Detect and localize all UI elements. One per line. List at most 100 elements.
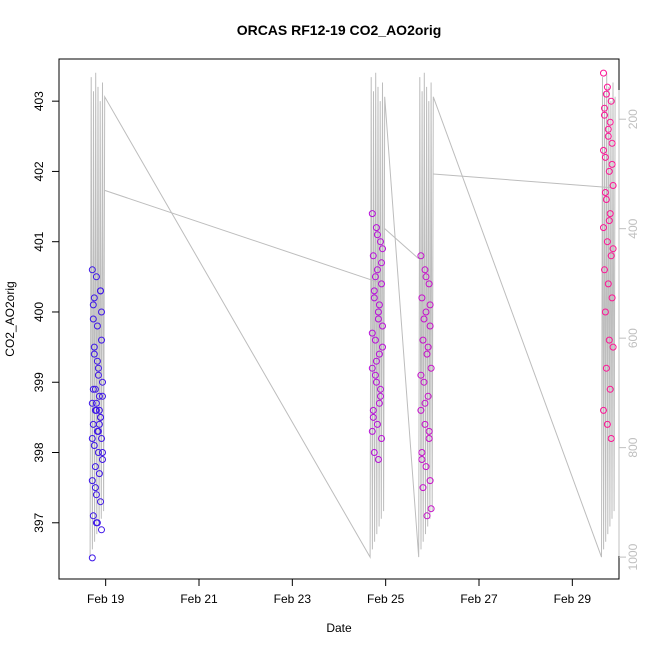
plot-frame (58, 58, 620, 580)
data-point (94, 449, 102, 456)
data-point (422, 273, 430, 281)
data-point (378, 259, 385, 267)
data-point (94, 427, 102, 435)
data-point (417, 406, 425, 414)
data-point (370, 287, 378, 295)
y-tick-label: 401 (32, 231, 46, 251)
data-point (378, 280, 385, 288)
data-point (93, 322, 101, 330)
data-point (608, 294, 616, 302)
x-tick-label: Feb 25 (367, 592, 405, 606)
data-point (425, 435, 433, 442)
data-point (368, 210, 376, 218)
data-point (605, 336, 613, 344)
data-point (91, 463, 99, 471)
data-point (99, 392, 106, 400)
data-point (601, 104, 608, 112)
pressure-lines (89, 72, 616, 559)
data-point (369, 252, 377, 260)
y-tick-label: 402 (32, 161, 46, 181)
data-point (420, 315, 428, 323)
data-point (373, 231, 381, 239)
data-point (606, 118, 614, 126)
data-point (602, 364, 610, 372)
data-point (88, 477, 96, 485)
data-point (89, 512, 97, 520)
data-point (98, 435, 105, 442)
y-tick-label: 398 (32, 442, 46, 462)
data-point (95, 406, 103, 414)
data-point (88, 399, 96, 407)
data-point (604, 280, 612, 288)
pressure-trace (89, 72, 616, 559)
plot-area (58, 58, 620, 580)
data-point (608, 139, 616, 147)
y-tick-label: 403 (32, 91, 46, 111)
data-point (368, 329, 376, 337)
data-point (98, 336, 105, 344)
data-point (426, 322, 434, 330)
data-point (92, 491, 100, 499)
data-point (607, 97, 615, 105)
data-point (421, 266, 429, 274)
data-point (89, 315, 97, 323)
data-point (371, 273, 379, 281)
pressure-ferry-leg (384, 228, 420, 260)
x-tick-label: Feb 29 (554, 592, 592, 606)
data-point (97, 498, 104, 506)
data-point (417, 252, 425, 260)
right-tick-label: 600 (626, 328, 640, 348)
data-point (373, 420, 381, 428)
data-point (99, 449, 106, 456)
data-point (600, 146, 607, 154)
data-point (379, 343, 386, 351)
data-point (94, 364, 102, 372)
data-point (370, 449, 378, 456)
data-point (608, 160, 616, 168)
data-point (426, 301, 434, 309)
data-point (98, 526, 105, 534)
data-point (89, 385, 97, 393)
right-tick-label: 200 (626, 109, 640, 129)
data-point (601, 189, 609, 196)
data-point (97, 413, 104, 421)
data-point (375, 350, 383, 358)
data-point (89, 301, 97, 309)
data-point (91, 484, 99, 492)
data-point (372, 378, 380, 386)
data-point (373, 266, 381, 274)
x-axis-label: Date (326, 621, 352, 635)
data-point (369, 413, 377, 421)
data-point (605, 217, 613, 225)
y-axis: 397 398 399 400 401 402 403 (32, 91, 60, 533)
data-point (600, 406, 607, 414)
data-point (423, 350, 431, 358)
data-point (95, 470, 103, 478)
data-point (379, 245, 386, 253)
y-tick-label: 399 (32, 372, 46, 392)
data-point (427, 505, 435, 513)
data-point (95, 420, 103, 428)
data-point (601, 111, 608, 119)
data-point (98, 308, 105, 316)
pressure-ferry-leg (433, 173, 611, 189)
data-point (609, 245, 617, 253)
data-point (93, 357, 101, 365)
data-point (419, 484, 427, 492)
data-point (601, 308, 609, 316)
data-point (377, 238, 384, 246)
data-point (90, 442, 98, 449)
data-point (609, 182, 617, 189)
data-point (378, 435, 385, 442)
data-points (88, 69, 617, 562)
data-point (371, 371, 379, 379)
data-point (375, 301, 383, 309)
data-point (89, 420, 97, 428)
right-tick-label: 1000 (626, 543, 640, 570)
data-point (425, 427, 433, 435)
data-point (374, 315, 382, 323)
data-point (375, 399, 383, 407)
data-point (88, 266, 96, 274)
data-point (91, 385, 99, 393)
